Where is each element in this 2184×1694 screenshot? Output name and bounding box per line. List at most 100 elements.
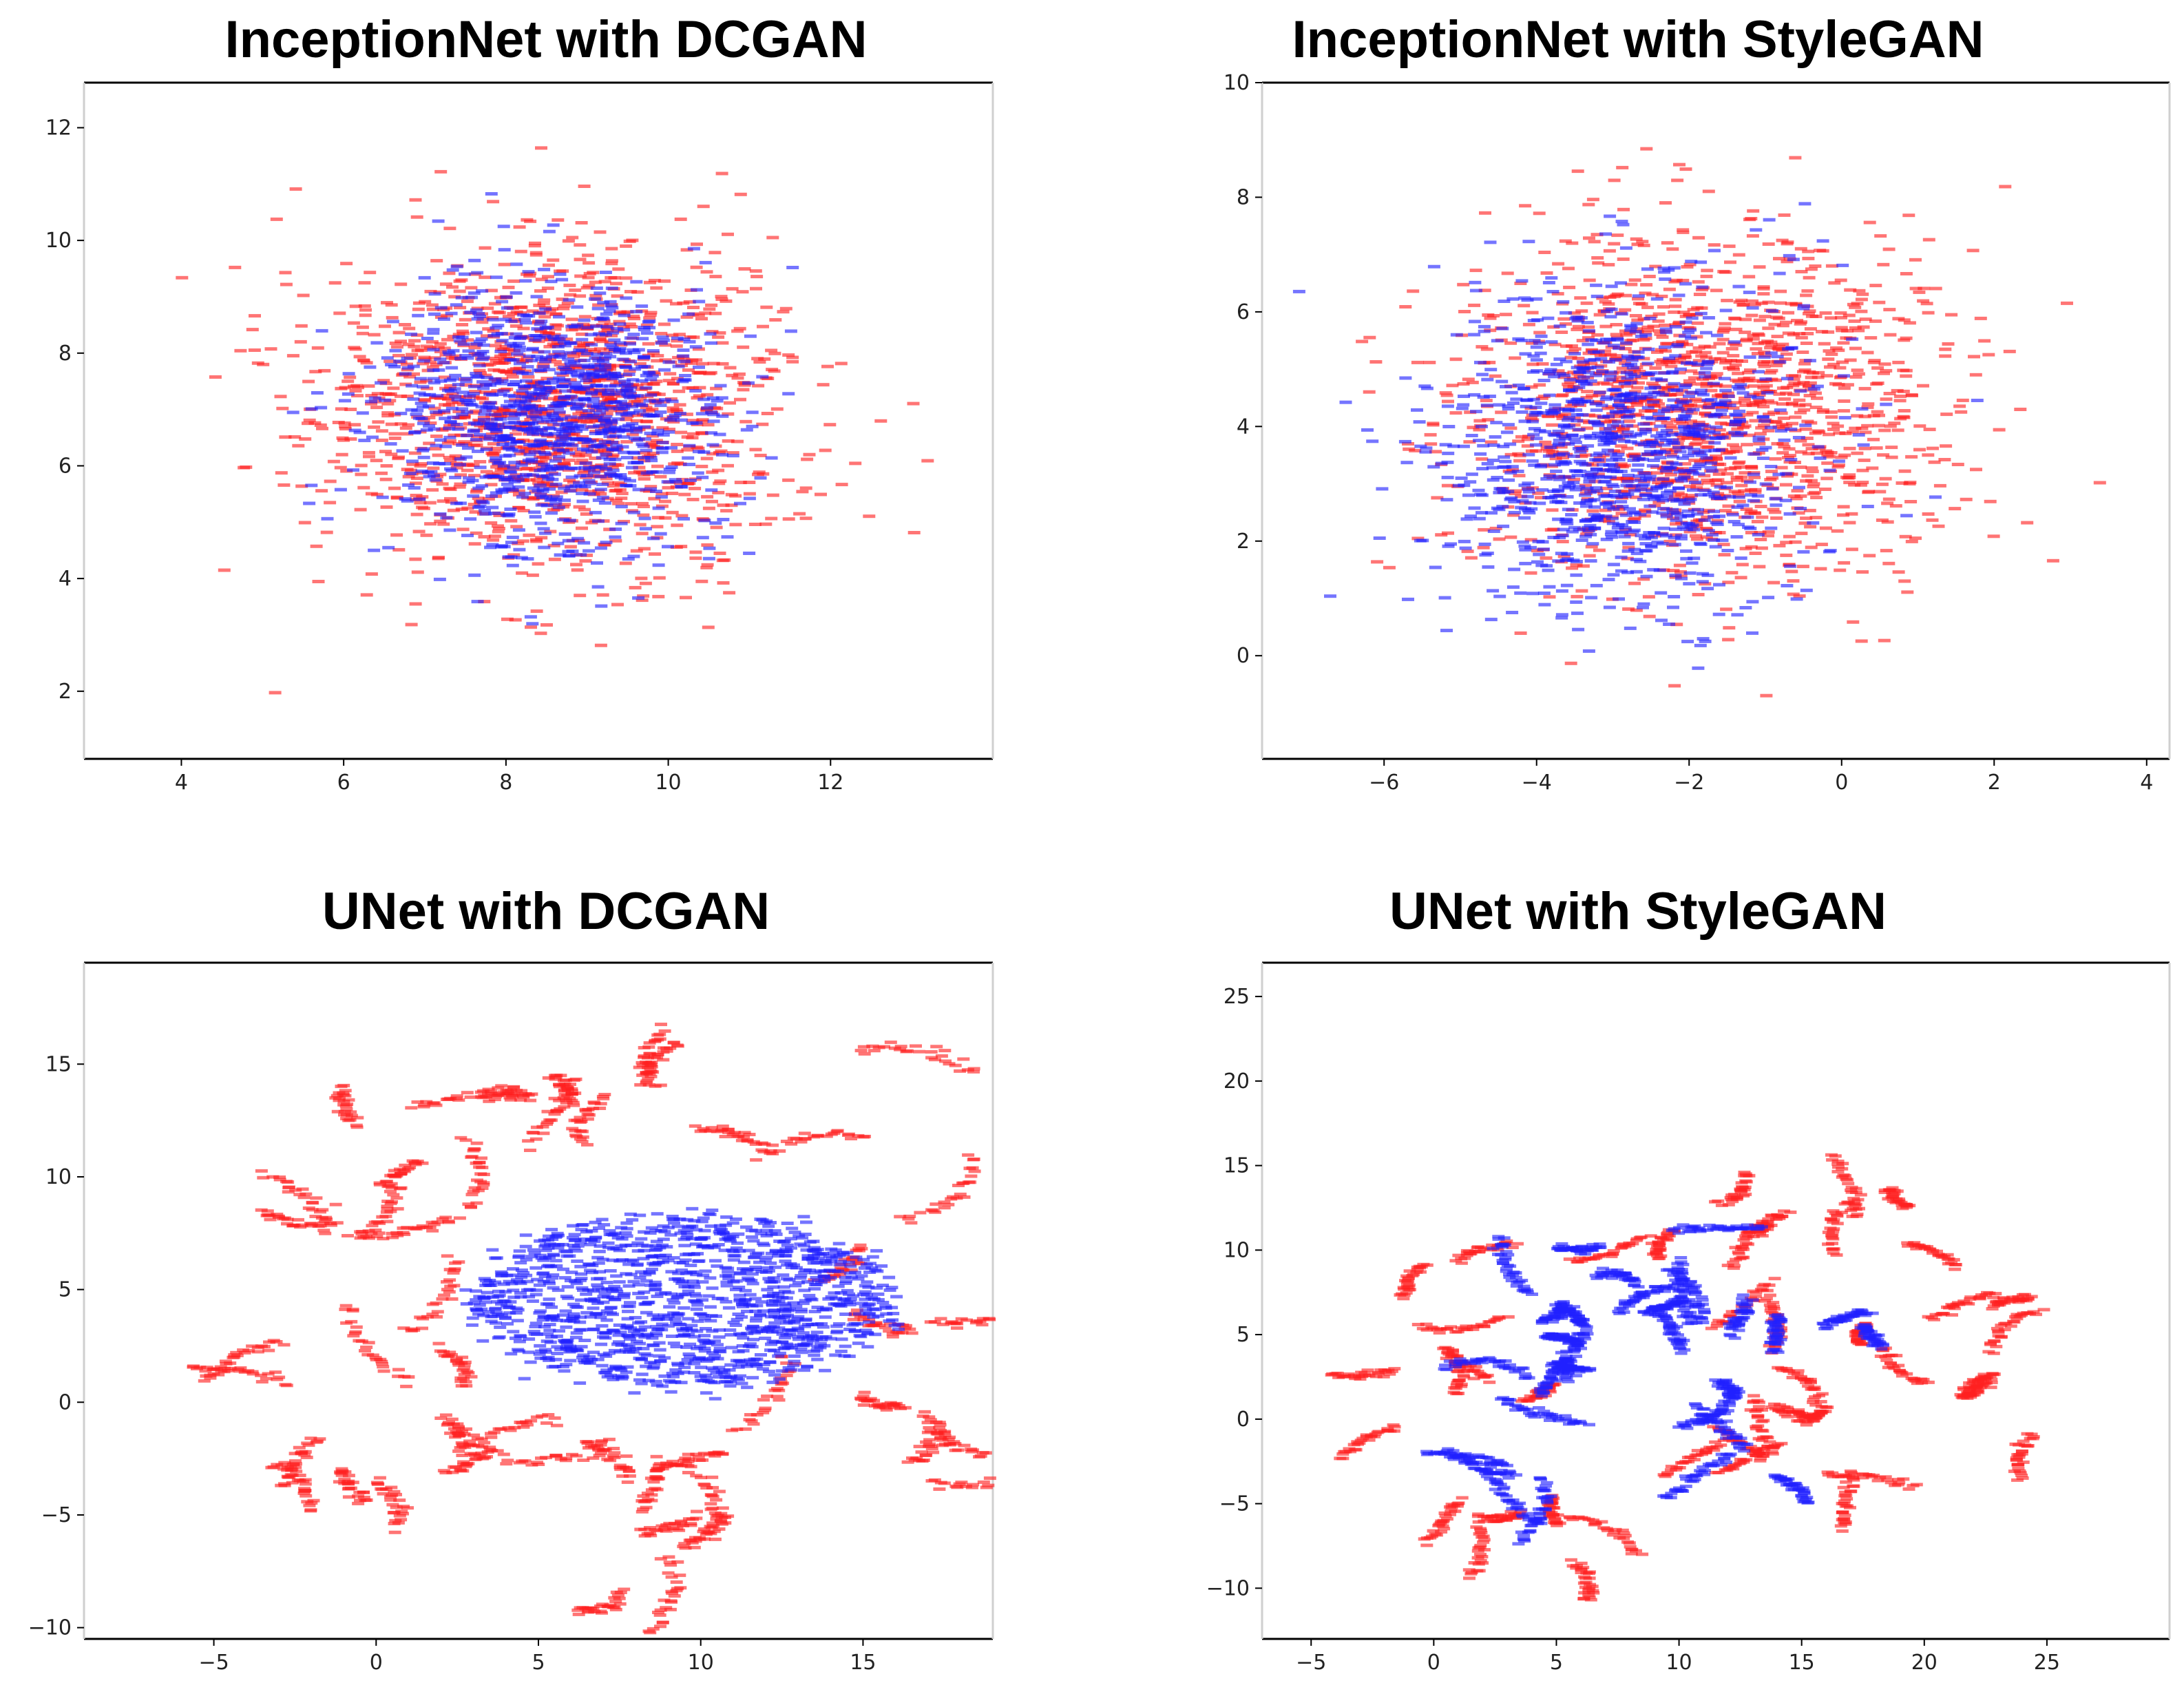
scatter-point-blue <box>535 503 548 507</box>
scatter-point-blue <box>429 478 442 482</box>
scatter-point-red <box>505 409 518 413</box>
scatter-point-red <box>1610 354 1624 358</box>
scatter-point-blue <box>575 484 588 488</box>
scatter-point-red <box>738 267 751 271</box>
scatter-point-red <box>1800 479 1813 483</box>
scatter-point-red <box>1747 384 1761 388</box>
scatter-point-red <box>1913 448 1926 452</box>
scatter-point-blue <box>1427 465 1440 469</box>
scatter-point-blue <box>472 505 485 510</box>
scatter-point-blue <box>538 334 552 338</box>
scatter-point-red <box>598 450 611 454</box>
scatter-point-blue <box>576 348 589 353</box>
scatter-point-red <box>401 432 414 436</box>
scatter-point-red <box>1714 462 1727 466</box>
scatter-point-blue <box>528 450 541 454</box>
scatter-point-blue <box>1545 276 1558 280</box>
scatter-point-red <box>803 452 816 457</box>
scatter-point-red <box>1755 301 1768 305</box>
scatter-point-red <box>686 497 700 501</box>
scatter-point-blue <box>1646 440 1659 444</box>
scatter-point-red <box>434 472 447 477</box>
scatter-point-blue <box>1707 490 1720 494</box>
scatter-point-red <box>392 457 405 461</box>
scatter-point-blue <box>472 449 484 453</box>
scatter-point-red <box>1785 401 1798 406</box>
scatter-point-blue <box>1519 547 1532 552</box>
scatter-point-red <box>1466 380 1479 384</box>
scatter-point-blue <box>415 417 428 421</box>
scatter-point-blue <box>1692 508 1704 512</box>
scatter-point-blue <box>627 554 640 558</box>
scatter-point-red <box>633 362 647 366</box>
scatter-point-red <box>395 339 408 344</box>
scatter-point-red <box>1695 288 1708 292</box>
scatter-point-red <box>708 406 722 410</box>
scatter-point-red <box>518 369 532 373</box>
scatter-point-blue <box>1584 379 1597 383</box>
scatter-point-blue <box>414 401 428 406</box>
scatter-point-blue <box>1729 423 1742 427</box>
scatter-point-blue <box>485 421 498 426</box>
scatter-point-red <box>708 251 722 255</box>
scatter-point-red <box>1424 432 1437 437</box>
scatter-point-blue <box>456 443 469 447</box>
scatter-point-blue <box>1508 500 1521 504</box>
scatter-point-red <box>766 236 779 240</box>
scatter-point-blue <box>1797 306 1810 311</box>
scatter-point-red <box>1767 581 1781 585</box>
scatter-point-red <box>1477 545 1490 550</box>
scatter-point-red <box>587 271 600 275</box>
scatter-point-red <box>1473 419 1487 423</box>
scatter-point-red <box>1515 494 1528 499</box>
scatter-point-blue <box>535 320 548 324</box>
y-tick-label: 6 <box>59 454 72 478</box>
scatter-point-blue <box>538 462 551 466</box>
scatter-point-blue <box>509 412 521 417</box>
scatter-point-red <box>494 354 507 358</box>
scatter-point-red <box>517 438 530 442</box>
scatter-point-blue <box>627 461 640 465</box>
scatter-point-red <box>1383 565 1396 569</box>
scatter-point-blue <box>612 417 625 421</box>
scatter-point-blue <box>627 450 640 454</box>
scatter-point-red <box>1661 421 1674 425</box>
scatter-point-blue <box>1836 263 1849 267</box>
scatter-point-blue <box>1442 425 1456 428</box>
scatter-point-blue <box>523 314 536 318</box>
scatter-point-blue <box>1542 316 1555 320</box>
scatter-point-blue <box>571 536 585 541</box>
scatter-point-blue <box>579 372 592 376</box>
scatter-point-red <box>659 516 672 520</box>
scatter-point-red <box>424 289 437 293</box>
scatter-point-blue <box>1880 402 1893 406</box>
scatter-point-red <box>426 365 439 369</box>
scatter-point-red <box>1871 410 1884 414</box>
scatter-point-red <box>1764 478 1777 481</box>
scatter-point-blue <box>483 437 496 441</box>
scatter-point-red <box>612 501 625 505</box>
scatter-point-red <box>637 505 650 508</box>
scatter-point-blue <box>1718 377 1731 381</box>
scatter-point-red <box>1800 293 1813 297</box>
scatter-point-red <box>1851 414 1864 418</box>
scatter-point-blue <box>1537 547 1550 552</box>
scatter-point-red <box>673 333 686 337</box>
scatter-point-blue <box>451 398 464 401</box>
scatter-point-red <box>1970 468 1982 472</box>
scatter-point-red <box>731 439 744 443</box>
scatter-point-blue <box>1657 526 1670 530</box>
scatter-point-red <box>1849 346 1862 351</box>
scatter-point-blue <box>636 379 649 383</box>
scatter-point-red <box>576 435 589 439</box>
scatter-point-blue <box>578 375 591 379</box>
scatter-point-blue <box>1590 283 1603 287</box>
scatter-point-blue <box>1535 334 1548 338</box>
scatter-point-blue <box>1543 585 1556 589</box>
scatter-point-red <box>538 298 551 302</box>
scatter-point-blue <box>518 317 532 322</box>
scatter-point-red <box>1630 237 1643 241</box>
scatter-point-red <box>1932 524 1945 528</box>
scatter-point-blue <box>471 600 484 604</box>
scatter-point-blue <box>1682 513 1695 517</box>
